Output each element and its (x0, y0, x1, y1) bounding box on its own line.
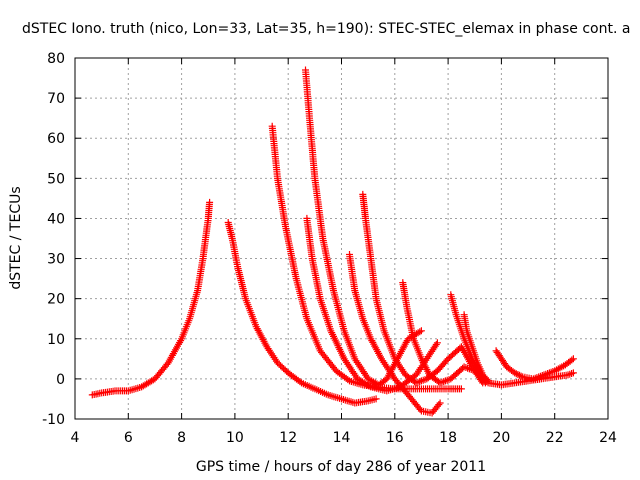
data-point (568, 356, 576, 364)
data-point (545, 369, 553, 377)
x-tick-label: 20 (492, 430, 510, 446)
x-axis-label: GPS time / hours of day 286 of year 2011 (196, 459, 486, 475)
series-3 (268, 122, 465, 393)
series-4 (302, 66, 425, 389)
grid (75, 58, 608, 419)
data-point (365, 382, 373, 390)
data-point (516, 371, 523, 379)
x-tick-label: 6 (124, 430, 133, 446)
series-5 (303, 214, 441, 395)
data-point (569, 369, 577, 377)
data-point (483, 375, 491, 383)
x-tick-label: 22 (546, 430, 564, 446)
x-tick-label: 4 (71, 430, 80, 446)
series-10 (460, 311, 492, 385)
data-point (440, 378, 448, 386)
data-point (566, 370, 574, 378)
series-7 (359, 190, 489, 387)
data-point (484, 377, 492, 385)
data-point (416, 378, 424, 386)
x-tick-label: 18 (439, 430, 457, 446)
data-point (372, 395, 380, 403)
y-tick-label: 50 (47, 171, 65, 187)
y-tick-label: 80 (47, 51, 65, 67)
ticks (74, 57, 609, 420)
x-tick-label: 10 (226, 430, 244, 446)
y-tick-label: 20 (47, 292, 65, 308)
data-point (514, 371, 522, 378)
data-point (512, 370, 520, 378)
data-point (432, 341, 440, 348)
data-markers (88, 66, 577, 417)
data-point (344, 376, 352, 384)
y-tick-label: 70 (47, 91, 65, 107)
series-2 (224, 219, 380, 407)
x-tick-label: 12 (279, 430, 297, 446)
series-8 (399, 279, 487, 387)
x-tick-label: 16 (386, 430, 404, 446)
y-tick-label: 30 (47, 252, 65, 268)
series-11 (492, 347, 577, 383)
series-1 (88, 198, 214, 399)
data-point (462, 364, 470, 371)
x-tick-label: 8 (177, 430, 186, 446)
y-tick-labels: -10 0 10 20 30 40 50 60 70 80 (42, 51, 65, 428)
y-tick-label: 0 (56, 372, 65, 388)
data-point (417, 327, 425, 335)
y-axis-label: dSTEC / TECUs (8, 186, 24, 289)
data-point (416, 328, 424, 336)
x-tick-label: 14 (333, 430, 351, 446)
y-tick-label: -10 (42, 412, 65, 428)
data-point (569, 355, 577, 363)
data-point (206, 198, 214, 206)
data-point (433, 339, 441, 347)
series-6 (346, 251, 444, 417)
data-point (436, 399, 444, 407)
chart-title: dSTEC Iono. truth (nico, Lon=33, Lat=35,… (22, 21, 630, 37)
x-tick-label: 24 (599, 430, 617, 446)
y-tick-label: 10 (47, 332, 65, 348)
data-point (435, 401, 443, 409)
x-tick-labels: 4 6 8 10 12 14 16 18 20 22 24 (71, 430, 617, 446)
data-point (517, 372, 525, 380)
data-point (511, 369, 519, 377)
y-tick-label: 60 (47, 131, 65, 147)
y-tick-label: 40 (47, 211, 65, 227)
data-point (457, 385, 465, 393)
